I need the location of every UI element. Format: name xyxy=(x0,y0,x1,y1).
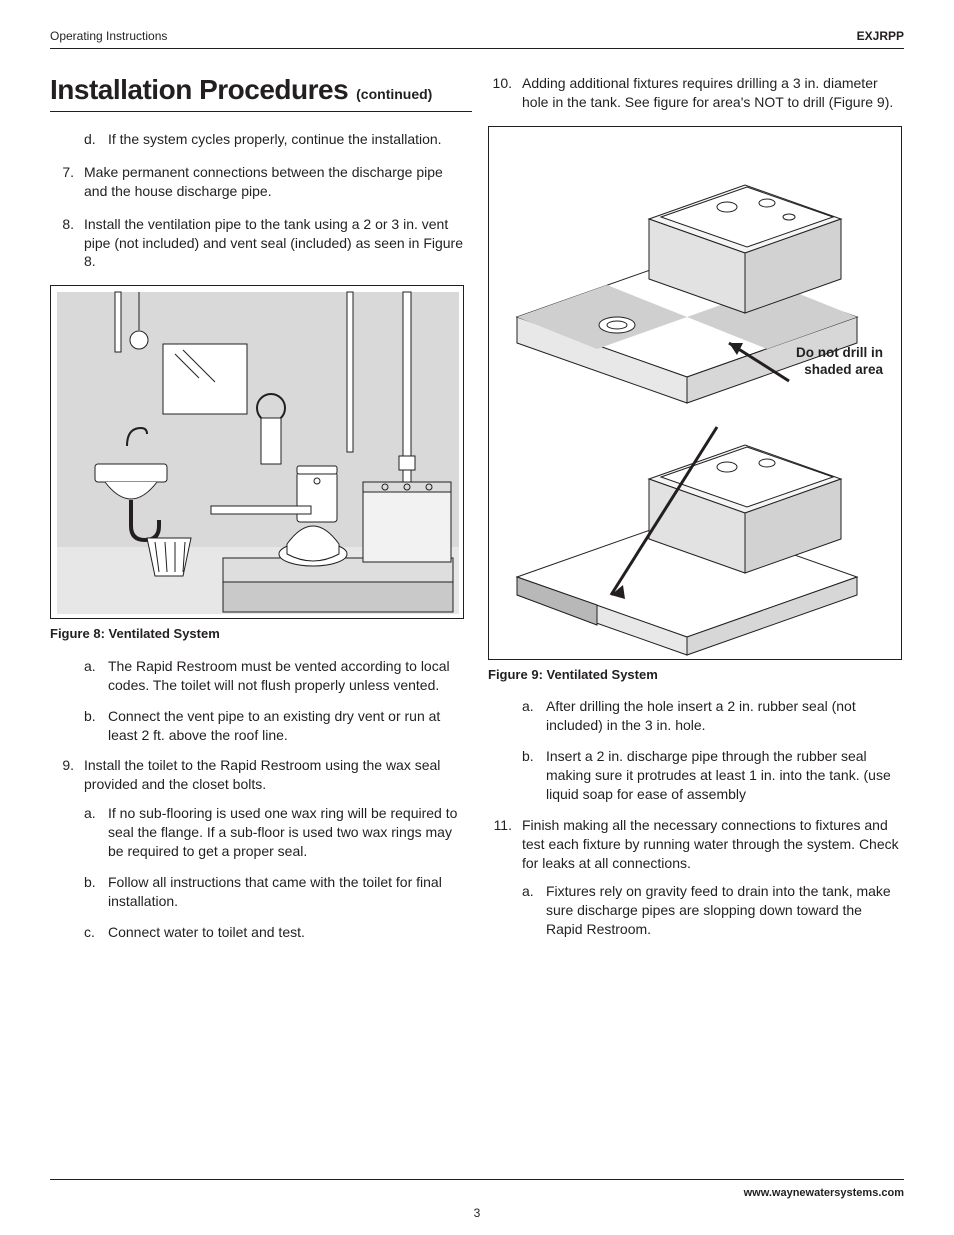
item-text: Make permanent connections between the d… xyxy=(84,163,464,201)
figure-9: Do not drill in shaded area xyxy=(488,126,902,660)
item-marker: b. xyxy=(84,707,108,745)
list-item: a. Fixtures rely on gravity feed to drai… xyxy=(522,882,902,939)
after-fig9-list: a. After drilling the hole insert a 2 in… xyxy=(488,697,902,803)
item-text: Adding additional fixtures requires dril… xyxy=(522,74,902,112)
figure-8-svg xyxy=(51,286,465,620)
figure-9-svg xyxy=(489,127,903,661)
item-marker: 7. xyxy=(50,163,84,201)
item-marker: d. xyxy=(84,130,108,149)
item-text: Install the ventilation pipe to the tank… xyxy=(84,215,464,272)
content-columns: d. If the system cycles properly, contin… xyxy=(50,130,904,968)
item-text: After drilling the hole insert a 2 in. r… xyxy=(546,697,902,735)
list-item: d. If the system cycles properly, contin… xyxy=(84,130,464,149)
header-right: EXJRPP xyxy=(857,28,904,44)
list-item: a. The Rapid Restroom must be vented acc… xyxy=(84,657,464,695)
item-text: Fixtures rely on gravity feed to drain i… xyxy=(546,882,902,939)
item-marker: b. xyxy=(84,873,108,911)
list-item: c. Connect water to toilet and test. xyxy=(84,923,464,942)
item-text: Insert a 2 in. discharge pipe through th… xyxy=(546,747,902,804)
item-text: Connect the vent pipe to an existing dry… xyxy=(108,707,464,745)
figure-8 xyxy=(50,285,464,619)
item-marker: 8. xyxy=(50,215,84,272)
item-marker: 10. xyxy=(488,74,522,112)
title-main: Installation Procedures xyxy=(50,71,348,109)
list-item: 10. Adding additional fixtures requires … xyxy=(488,74,902,112)
section-title: Installation Procedures (continued) xyxy=(50,71,472,112)
figure-8-caption: Figure 8: Ventilated System xyxy=(50,625,464,643)
list-item: 11. Finish making all the necessary conn… xyxy=(488,816,902,951)
item-text: Follow all instructions that came with t… xyxy=(108,873,464,911)
item-text: Connect water to toilet and test. xyxy=(108,923,464,942)
list-item: 8. Install the ventilation pipe to the t… xyxy=(50,215,464,272)
pre-list: d. If the system cycles properly, contin… xyxy=(50,130,464,149)
page-number: 3 xyxy=(0,1205,954,1221)
item-9-sublist: a. If no sub-flooring is used one wax ri… xyxy=(84,804,464,941)
after-fig8-list: a. The Rapid Restroom must be vented acc… xyxy=(50,657,464,745)
item-marker: b. xyxy=(522,747,546,804)
item-marker: a. xyxy=(522,882,546,939)
right-column: 10. Adding additional fixtures requires … xyxy=(488,74,902,968)
title-continued: (continued) xyxy=(356,85,432,104)
header-left: Operating Instructions xyxy=(50,28,167,44)
item-11-sublist: a. Fixtures rely on gravity feed to drai… xyxy=(522,882,902,939)
item-marker: 9. xyxy=(50,756,84,953)
item-marker: a. xyxy=(84,804,108,861)
footer-url: www.waynewatersystems.com xyxy=(744,1186,904,1201)
page-header: Operating Instructions EXJRPP xyxy=(50,28,904,49)
item-marker: c. xyxy=(84,923,108,942)
item-11: 11. Finish making all the necessary conn… xyxy=(488,816,902,951)
item-body: Install the toilet to the Rapid Restroom… xyxy=(84,756,464,953)
item-text: The Rapid Restroom must be vented accord… xyxy=(108,657,464,695)
left-column: d. If the system cycles properly, contin… xyxy=(50,130,464,968)
list-item: a. After drilling the hole insert a 2 in… xyxy=(522,697,902,735)
numbered-list-left-a: 7. Make permanent connections between th… xyxy=(50,163,464,271)
item-marker: a. xyxy=(522,697,546,735)
item-body: Finish making all the necessary connecti… xyxy=(522,816,902,951)
list-item: b. Insert a 2 in. discharge pipe through… xyxy=(522,747,902,804)
page-footer: www.waynewatersystems.com xyxy=(50,1179,904,1201)
figure-9-caption: Figure 9: Ventilated System xyxy=(488,666,902,684)
item-marker: 11. xyxy=(488,816,522,951)
item-text: Install the toilet to the Rapid Restroom… xyxy=(84,757,440,792)
list-item: 7. Make permanent connections between th… xyxy=(50,163,464,201)
list-item: b. Connect the vent pipe to an existing … xyxy=(84,707,464,745)
item-marker: a. xyxy=(84,657,108,695)
list-item: b. Follow all instructions that came wit… xyxy=(84,873,464,911)
list-item: 9. Install the toilet to the Rapid Restr… xyxy=(50,756,464,953)
item-text: Finish making all the necessary connecti… xyxy=(522,817,899,871)
figure-9-label: Do not drill in shaded area xyxy=(763,345,883,379)
item-text: If no sub-flooring is used one wax ring … xyxy=(108,804,464,861)
item-9: 9. Install the toilet to the Rapid Restr… xyxy=(50,756,464,953)
list-item: a. If no sub-flooring is used one wax ri… xyxy=(84,804,464,861)
item-10: 10. Adding additional fixtures requires … xyxy=(488,74,902,112)
item-text: If the system cycles properly, continue … xyxy=(108,130,464,149)
